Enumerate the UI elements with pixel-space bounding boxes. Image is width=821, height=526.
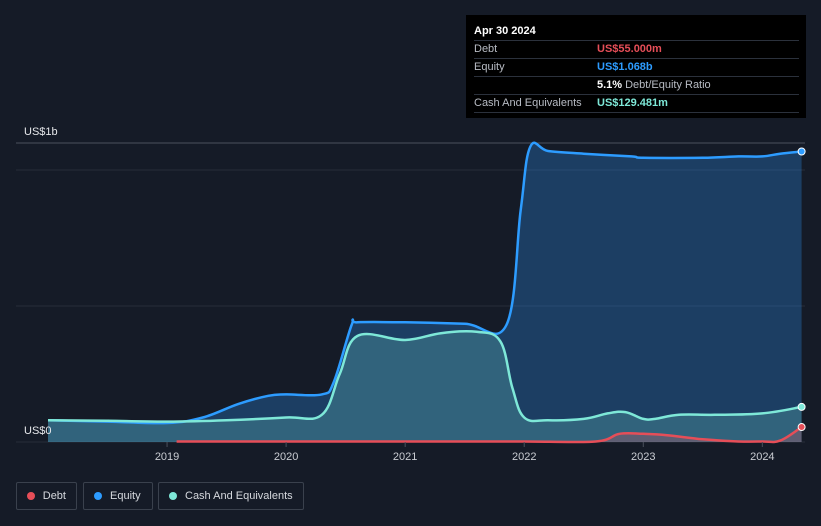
tooltip-row-debt: Debt US$55.000m — [474, 41, 799, 59]
line-debt — [176, 425, 803, 444]
legend-item-cash[interactable]: Cash And Equivalents — [158, 482, 304, 510]
area-layer — [48, 142, 802, 443]
line-equity — [47, 141, 802, 425]
x-tick-label: 2022 — [512, 451, 536, 463]
tooltip-value: 5.1% — [597, 79, 623, 91]
tooltip-date: Apr 30 2024 — [474, 22, 799, 41]
tooltip-label: Debt — [474, 43, 498, 55]
legend-dot-icon — [27, 492, 35, 500]
legend-label: Cash And Equivalents — [185, 490, 293, 502]
x-tick-label: 2019 — [155, 451, 179, 463]
legend-dot-icon — [169, 492, 177, 500]
legend-dot-icon — [94, 492, 102, 500]
legend-label: Equity — [110, 490, 141, 502]
marker-cash-and-equivalents — [797, 402, 806, 411]
tooltip-label: Cash And Equivalents — [474, 97, 582, 109]
tooltip-row-ratio: 5.1% Debt/Equity Ratio — [474, 77, 799, 95]
marker-debt — [797, 423, 806, 432]
x-tick-label: 2024 — [750, 451, 774, 463]
tooltip-value: US$55.000m — [597, 43, 662, 55]
tooltip-label — [474, 77, 597, 94]
area-debt — [176, 427, 802, 443]
x-tick-label: 2021 — [393, 451, 417, 463]
legend-item-equity[interactable]: Equity — [83, 482, 153, 510]
axis-layer: US$1b US$0 2019 2020 2021 2022 2023 2024 — [24, 126, 775, 463]
x-tick-label: 2023 — [631, 451, 655, 463]
line-cash-and-equivalents — [47, 329, 802, 423]
tooltip-value: US$129.481m — [597, 97, 668, 109]
line-layer — [47, 141, 803, 444]
tooltip-row-cash: Cash And Equivalents US$129.481m — [474, 95, 799, 113]
area-equity — [48, 142, 802, 442]
y-axis-label-top: US$1b — [24, 126, 58, 138]
x-tick-label: 2020 — [274, 451, 298, 463]
tooltip-ratio-label: Debt/Equity Ratio — [625, 79, 711, 91]
tooltip-value: US$1.068b — [597, 61, 653, 73]
y-axis-label-bottom: US$0 — [24, 425, 52, 437]
legend-item-debt[interactable]: Debt — [16, 482, 77, 510]
marker-layer — [797, 147, 806, 432]
legend-label: Debt — [42, 490, 66, 502]
tooltip-label: Equity — [474, 61, 505, 73]
marker-equity — [797, 147, 806, 156]
tooltip-row-equity: Equity US$1.068b — [474, 59, 799, 77]
area-cash-and-equivalents — [48, 331, 802, 442]
tooltip: Apr 30 2024 Debt US$55.000m Equity US$1.… — [466, 15, 806, 118]
